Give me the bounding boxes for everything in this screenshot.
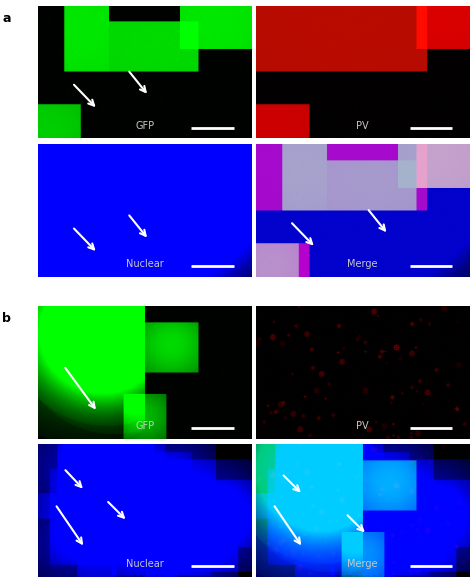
Text: Nuclear: Nuclear — [126, 559, 164, 569]
Text: PV: PV — [356, 421, 369, 430]
Text: Nuclear: Nuclear — [126, 259, 164, 269]
Text: b: b — [2, 312, 11, 325]
Text: GFP: GFP — [135, 421, 154, 430]
Text: Merge: Merge — [347, 559, 378, 569]
Text: a: a — [2, 12, 11, 25]
Text: PV: PV — [356, 121, 369, 130]
Text: GFP: GFP — [135, 121, 154, 130]
Text: Merge: Merge — [347, 259, 378, 269]
